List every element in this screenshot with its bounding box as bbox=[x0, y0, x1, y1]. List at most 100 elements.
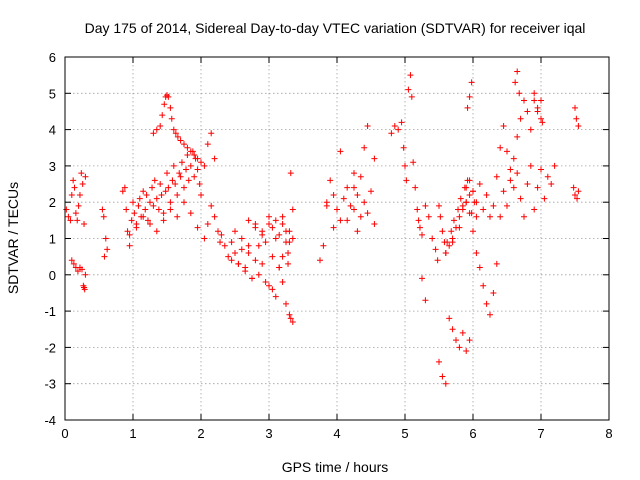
data-point bbox=[436, 358, 442, 365]
data-point bbox=[215, 228, 221, 235]
data-point bbox=[330, 191, 337, 198]
data-point bbox=[79, 181, 86, 188]
x-tick-label: 8 bbox=[605, 426, 612, 441]
y-tick-label: 3 bbox=[49, 159, 56, 174]
data-point bbox=[410, 159, 417, 166]
data-point bbox=[266, 282, 272, 289]
data-point bbox=[71, 184, 78, 191]
data-point bbox=[157, 122, 164, 129]
data-point bbox=[272, 217, 279, 224]
data-point bbox=[459, 329, 466, 336]
data-point bbox=[170, 126, 177, 133]
data-point bbox=[450, 217, 457, 224]
data-point bbox=[155, 206, 162, 213]
data-point bbox=[414, 206, 421, 213]
data-point bbox=[570, 184, 577, 191]
data-point bbox=[286, 311, 293, 318]
data-point bbox=[172, 181, 179, 188]
data-point bbox=[176, 170, 183, 177]
y-tick-label: 4 bbox=[49, 123, 56, 138]
data-point bbox=[208, 130, 215, 137]
data-point bbox=[337, 217, 344, 224]
data-point bbox=[269, 253, 276, 260]
data-point bbox=[70, 260, 77, 267]
y-tick-label: 6 bbox=[49, 50, 56, 65]
data-point bbox=[539, 119, 546, 126]
data-point bbox=[473, 199, 480, 206]
data-points bbox=[63, 68, 582, 387]
data-point bbox=[287, 315, 294, 322]
data-point bbox=[357, 213, 364, 220]
data-point bbox=[524, 108, 531, 115]
y-tick-label: 2 bbox=[49, 195, 56, 210]
data-point bbox=[167, 199, 174, 206]
data-point bbox=[327, 177, 334, 184]
data-point bbox=[490, 202, 497, 209]
data-point bbox=[285, 250, 292, 257]
data-point bbox=[398, 119, 405, 126]
data-point bbox=[279, 213, 286, 220]
data-point bbox=[391, 122, 398, 129]
data-point bbox=[340, 195, 347, 202]
data-point bbox=[395, 126, 402, 133]
data-point bbox=[245, 242, 252, 249]
data-point bbox=[514, 68, 521, 75]
x-tick-label: 1 bbox=[129, 426, 136, 441]
data-point bbox=[99, 206, 106, 213]
data-point bbox=[121, 184, 128, 191]
data-point bbox=[476, 264, 483, 271]
data-point bbox=[405, 86, 412, 93]
data-point bbox=[434, 257, 441, 264]
data-point bbox=[165, 93, 172, 100]
data-point bbox=[150, 202, 157, 209]
data-point bbox=[142, 206, 149, 213]
y-tick-label: 1 bbox=[49, 232, 56, 247]
data-point bbox=[357, 173, 364, 180]
y-axis-label: SDTVAR / TECUs bbox=[5, 182, 21, 294]
data-point bbox=[211, 155, 218, 162]
data-point bbox=[289, 235, 296, 242]
data-point bbox=[135, 202, 142, 209]
data-point bbox=[272, 293, 279, 300]
data-point bbox=[541, 195, 548, 202]
data-point bbox=[400, 144, 407, 151]
data-point bbox=[572, 104, 578, 111]
data-point bbox=[507, 166, 514, 173]
data-point bbox=[70, 177, 77, 184]
data-point bbox=[364, 122, 371, 129]
data-point bbox=[344, 184, 351, 191]
data-point bbox=[473, 213, 480, 220]
data-point bbox=[252, 220, 259, 227]
data-point bbox=[162, 188, 169, 195]
x-tick-label: 3 bbox=[265, 426, 272, 441]
data-point bbox=[442, 250, 449, 257]
data-point bbox=[573, 115, 580, 122]
data-point bbox=[286, 228, 293, 235]
data-point bbox=[133, 224, 140, 231]
x-tick-label: 4 bbox=[333, 426, 340, 441]
data-point bbox=[82, 173, 89, 180]
data-point bbox=[514, 170, 521, 177]
data-point bbox=[351, 184, 357, 191]
data-point bbox=[457, 195, 464, 202]
data-point bbox=[575, 188, 582, 195]
data-point bbox=[419, 275, 425, 282]
data-point bbox=[419, 231, 425, 238]
data-point bbox=[497, 144, 504, 151]
data-point bbox=[266, 213, 272, 220]
data-point bbox=[466, 93, 473, 100]
data-point bbox=[337, 148, 344, 155]
data-point bbox=[187, 162, 194, 169]
data-point bbox=[512, 79, 519, 86]
grid-lines bbox=[65, 57, 609, 420]
data-point bbox=[521, 213, 527, 220]
data-point bbox=[208, 202, 215, 209]
data-point bbox=[221, 242, 228, 249]
data-point bbox=[181, 199, 187, 206]
x-tick-label: 6 bbox=[469, 426, 476, 441]
data-point bbox=[448, 228, 455, 235]
data-point bbox=[183, 166, 190, 173]
data-point bbox=[504, 202, 510, 209]
data-point bbox=[174, 133, 181, 140]
data-point bbox=[136, 195, 143, 202]
